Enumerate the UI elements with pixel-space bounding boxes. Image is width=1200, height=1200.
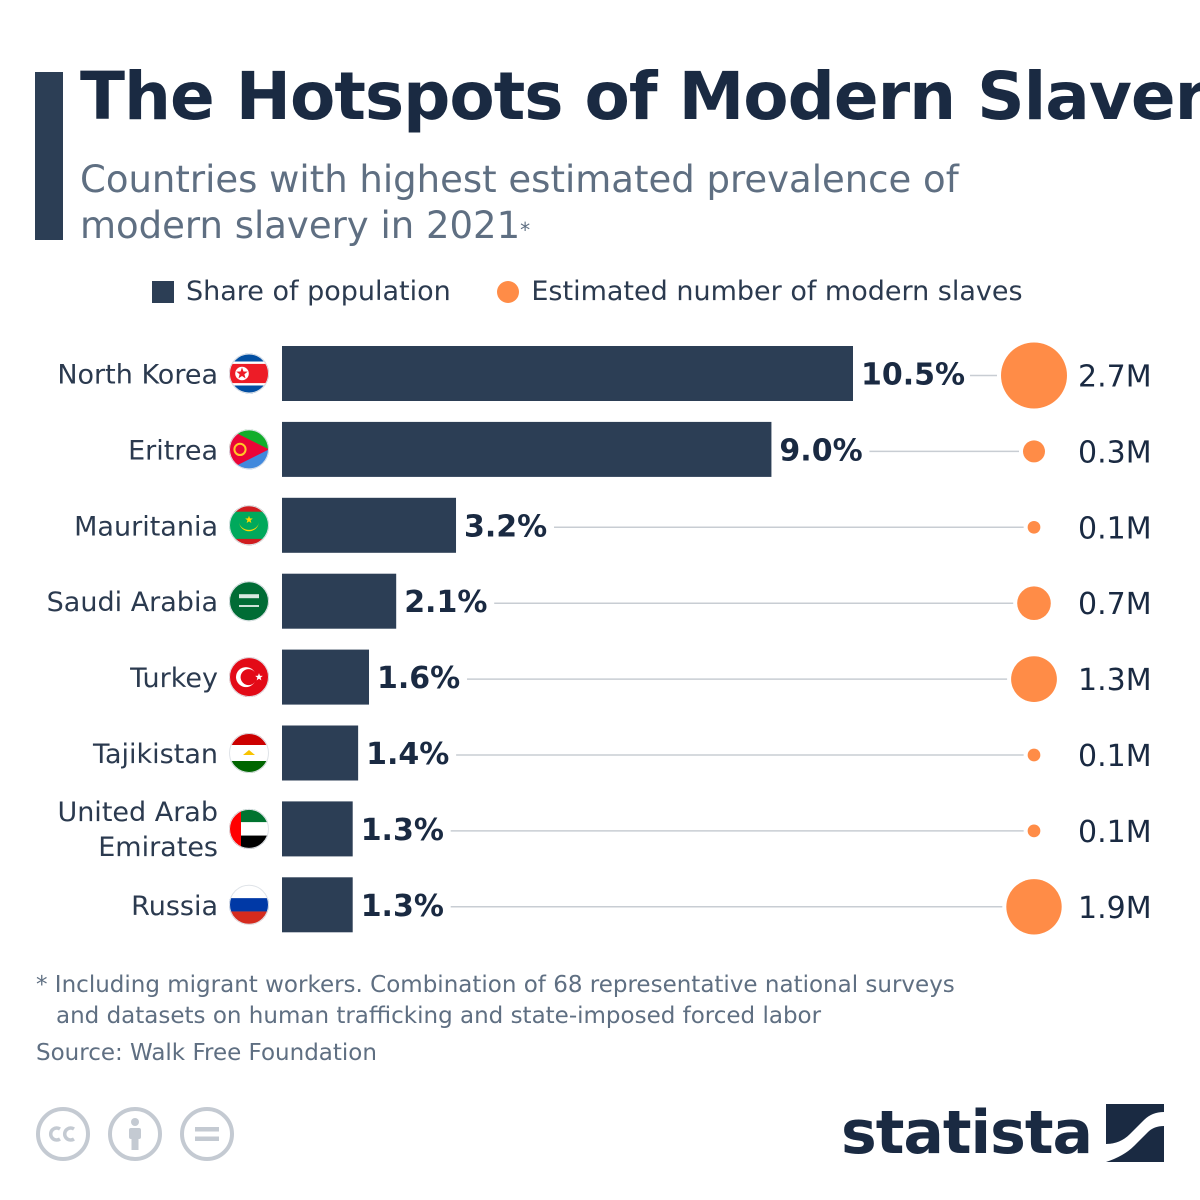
- share-value-label: 10.5%: [861, 358, 965, 393]
- share-bar: [282, 346, 853, 401]
- category-label: Russia: [131, 891, 218, 922]
- share-bar: [282, 725, 359, 781]
- category-label: Eritrea: [128, 435, 218, 466]
- slave-count-bubble: [1023, 440, 1045, 463]
- legend-square-icon: [152, 280, 174, 303]
- legend-label-count: Estimated number of modern slaves: [531, 276, 1023, 307]
- share-value-label: 2.1%: [404, 585, 487, 620]
- slave-count-bubble: [1027, 520, 1041, 534]
- slave-count-label: 0.1M: [1078, 739, 1152, 774]
- attribution-icon[interactable]: [108, 1107, 162, 1161]
- statista-logo-icon: [1106, 1104, 1164, 1162]
- title-accent-bar: [35, 72, 63, 240]
- category-label: United Arab Emirates: [57, 797, 218, 863]
- slave-count-bubble: [1027, 748, 1041, 762]
- page-subtitle: Countries with highest estimated prevale…: [80, 157, 980, 249]
- slave-count-label: 2.7M: [1078, 360, 1152, 395]
- share-value-label: 9.0%: [779, 433, 862, 468]
- slave-count-bubble: [1006, 879, 1062, 935]
- share-bar: [282, 573, 397, 629]
- slave-count-label: 0.1M: [1078, 815, 1152, 850]
- share-bar: [282, 497, 457, 553]
- legend-label-share: Share of population: [186, 276, 451, 307]
- share-bar: [282, 649, 370, 705]
- subtitle-footnote-mark: *: [520, 218, 531, 242]
- category-label: North Korea: [57, 360, 218, 391]
- share-value-label: 1.3%: [361, 813, 444, 848]
- share-bar: [282, 877, 353, 933]
- slave-count-label: 0.1M: [1078, 511, 1152, 546]
- eritrea-flag-icon: [229, 429, 269, 470]
- legend-item-share: Share of population: [152, 276, 451, 307]
- slave-count-label: 0.7M: [1078, 587, 1152, 622]
- brand-name: statista: [840, 1098, 1093, 1168]
- no-derivatives-icon[interactable]: [180, 1107, 234, 1161]
- share-value-label: 3.2%: [464, 509, 547, 544]
- subtitle-text: Countries with highest estimated prevale…: [80, 158, 959, 247]
- category-label: Turkey: [129, 663, 218, 694]
- legend-item-count: Estimated number of modern slaves: [497, 276, 1023, 307]
- slave-count-bubble: [1017, 586, 1051, 621]
- slave-count-bubble: [1011, 656, 1057, 702]
- share-value-label: 1.4%: [366, 737, 449, 772]
- category-label: Saudi Arabia: [47, 587, 218, 618]
- mauritania-flag-icon: [229, 505, 269, 546]
- russia-flag-icon: [229, 884, 269, 925]
- category-label: Tajikistan: [92, 739, 218, 770]
- share-bar: [282, 421, 772, 477]
- share-value-label: 1.3%: [361, 889, 444, 924]
- north-korea-flag-icon: [229, 353, 269, 394]
- slave-count-label: 0.3M: [1078, 435, 1152, 470]
- slave-count-label: 1.3M: [1078, 663, 1152, 698]
- share-bar: [282, 801, 353, 857]
- share-value-label: 1.6%: [377, 661, 460, 696]
- license-icons: [36, 1107, 234, 1161]
- uae-flag-icon: [229, 808, 269, 849]
- brand: statista: [841, 1098, 1164, 1168]
- slave-count-bubble: [1001, 342, 1067, 409]
- slave-count-bubble: [1027, 824, 1041, 838]
- source-text: Source: Walk Free Foundation: [36, 1040, 377, 1066]
- slave-count-label: 1.9M: [1078, 891, 1152, 926]
- category-label: Mauritania: [74, 511, 218, 542]
- footnote: * Including migrant workers. Combination…: [36, 970, 955, 1032]
- footnote-line-2: and datasets on human trafficking and st…: [56, 1003, 822, 1029]
- chart-legend: Share of population Estimated number of …: [152, 276, 1061, 310]
- footnote-line-1: * Including migrant workers. Combination…: [36, 972, 955, 998]
- bar-chart: North Korea 10.5% 2.7M Eritrea 9.0% 0.3M Mauri…: [47, 342, 1152, 935]
- legend-dot-icon: [497, 280, 520, 303]
- saudi-arabia-flag-icon: [229, 581, 269, 622]
- tajikistan-flag-icon: [229, 733, 269, 773]
- cc-icon[interactable]: [36, 1107, 90, 1161]
- page-title: The Hotspots of Modern Slavery: [80, 58, 1200, 135]
- turkey-flag-icon: [229, 657, 269, 698]
